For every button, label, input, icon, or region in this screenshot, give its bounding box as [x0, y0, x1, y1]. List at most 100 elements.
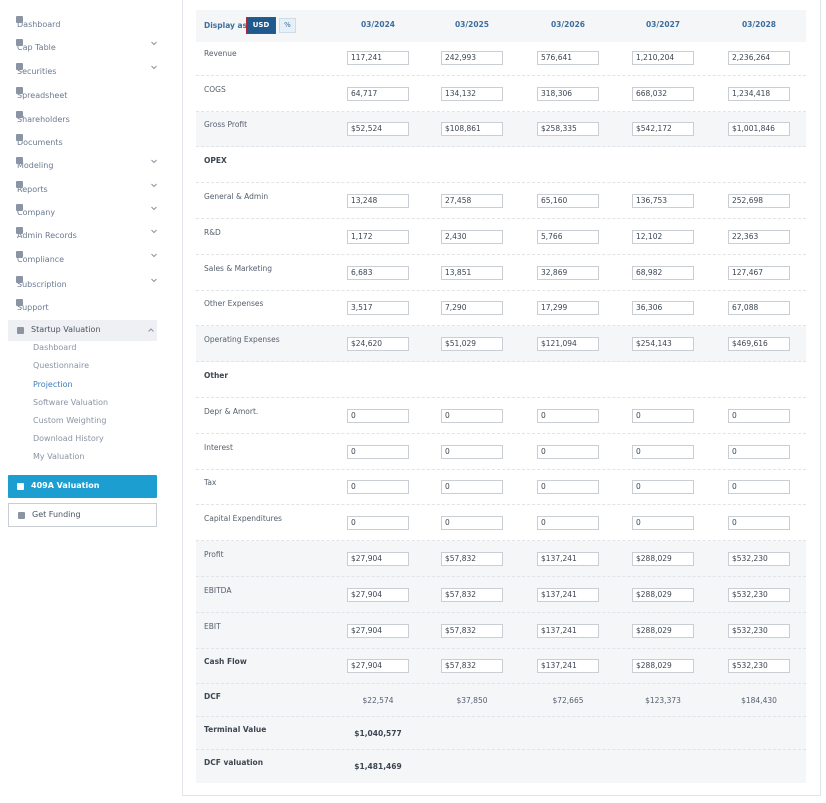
value-input[interactable]: $57,832 [441, 552, 503, 567]
value-input[interactable]: 65,160 [537, 194, 599, 209]
value-input[interactable]: $24,620 [347, 337, 409, 352]
sub-nav-item[interactable]: Software Valuation [33, 398, 109, 407]
value-input[interactable]: $532,230 [728, 623, 790, 638]
toggle-percent[interactable]: % [279, 18, 296, 33]
nav-item[interactable]: Dashboard [16, 16, 167, 29]
value-input[interactable]: 252,698 [728, 194, 790, 209]
value-input[interactable]: 0 [537, 444, 599, 459]
value-input[interactable]: $27,904 [347, 552, 409, 567]
nav-item[interactable]: Modeling [16, 157, 167, 170]
value-input[interactable]: $52,524 [347, 122, 409, 137]
value-input[interactable]: 0 [537, 516, 599, 531]
nav-item[interactable]: Compliance [16, 251, 167, 264]
nav-item[interactable]: Documents [16, 134, 167, 147]
value-input[interactable]: 1,210,204 [632, 50, 694, 65]
value-input[interactable]: 2,430 [441, 229, 503, 244]
value-input[interactable]: $121,094 [537, 337, 599, 352]
button-409a[interactable]: 409A Valuation [8, 475, 157, 498]
value-input[interactable]: 136,753 [632, 194, 694, 209]
value-input[interactable]: 0 [347, 444, 409, 459]
sub-nav-item[interactable]: Projection [33, 380, 73, 389]
nav-item[interactable]: Spreadsheet [16, 87, 167, 100]
value-input[interactable]: 1,172 [347, 229, 409, 244]
value-input[interactable]: 68,982 [632, 265, 694, 280]
value-input[interactable]: $137,241 [537, 623, 599, 638]
value-input[interactable]: $27,904 [347, 623, 409, 638]
value-input[interactable]: 2,236,264 [728, 50, 790, 65]
value-input[interactable]: $137,241 [537, 552, 599, 567]
value-input[interactable]: $51,029 [441, 337, 503, 352]
value-input[interactable]: $532,230 [728, 587, 790, 602]
toggle-usd[interactable]: USD [246, 17, 276, 34]
sub-nav-item[interactable]: Dashboard [33, 343, 77, 352]
nav-item[interactable]: Cap Table [16, 39, 167, 52]
value-input[interactable]: $57,832 [441, 587, 503, 602]
value-input[interactable]: 27,458 [441, 194, 503, 209]
value-input[interactable]: $288,029 [632, 587, 694, 602]
value-input[interactable]: $137,241 [537, 587, 599, 602]
value-input[interactable]: $27,904 [347, 587, 409, 602]
value-input[interactable]: 64,717 [347, 86, 409, 101]
value-input[interactable]: $108,861 [441, 122, 503, 137]
nav-item[interactable]: Shareholders [16, 111, 167, 124]
nav-item[interactable]: Admin Records [16, 227, 167, 240]
value-input[interactable]: 13,248 [347, 194, 409, 209]
value-input[interactable]: 7,290 [441, 301, 503, 316]
value-input[interactable]: $288,029 [632, 623, 694, 638]
value-input[interactable]: 0 [537, 408, 599, 423]
value-input[interactable]: 1,234,418 [728, 86, 790, 101]
value-input[interactable]: $258,335 [537, 122, 599, 137]
nav-item[interactable]: Company [16, 204, 167, 217]
value-input[interactable]: 0 [728, 480, 790, 495]
nav-item[interactable]: Securities [16, 63, 167, 76]
value-input[interactable]: 22,363 [728, 229, 790, 244]
value-input[interactable]: 0 [347, 480, 409, 495]
value-input[interactable]: 0 [632, 480, 694, 495]
value-input[interactable]: $27,904 [347, 659, 409, 674]
value-input[interactable]: 6,683 [347, 265, 409, 280]
value-input[interactable]: $469,616 [728, 337, 790, 352]
sub-nav-item[interactable]: Download History [33, 434, 104, 443]
value-input[interactable]: 32,869 [537, 265, 599, 280]
value-input[interactable]: $57,832 [441, 623, 503, 638]
value-input[interactable]: 576,641 [537, 50, 599, 65]
nav-item[interactable]: Reports [16, 181, 167, 194]
value-input[interactable]: $288,029 [632, 659, 694, 674]
value-input[interactable]: 242,993 [441, 50, 503, 65]
value-input[interactable]: 0 [728, 444, 790, 459]
value-input[interactable]: 0 [347, 408, 409, 423]
sub-nav-item[interactable]: Questionnaire [33, 361, 90, 370]
value-input[interactable]: 12,102 [632, 229, 694, 244]
value-input[interactable]: 668,032 [632, 86, 694, 101]
value-input[interactable]: 3,517 [347, 301, 409, 316]
value-input[interactable]: 127,467 [728, 265, 790, 280]
value-input[interactable]: 5,766 [537, 229, 599, 244]
value-input[interactable]: $1,001,846 [728, 122, 790, 137]
value-input[interactable]: 17,299 [537, 301, 599, 316]
value-input[interactable]: $137,241 [537, 659, 599, 674]
value-input[interactable]: $288,029 [632, 552, 694, 567]
value-input[interactable]: 0 [728, 516, 790, 531]
button-get-funding[interactable]: Get Funding [8, 503, 157, 527]
value-input[interactable]: 0 [728, 408, 790, 423]
section-header[interactable]: Startup Valuation [8, 320, 157, 341]
value-input[interactable]: 13,851 [441, 265, 503, 280]
value-input[interactable]: 0 [441, 444, 503, 459]
nav-item[interactable]: Support [16, 299, 167, 312]
value-input[interactable]: 0 [632, 408, 694, 423]
value-input[interactable]: 0 [632, 516, 694, 531]
value-input[interactable]: 318,306 [537, 86, 599, 101]
value-input[interactable]: 0 [441, 516, 503, 531]
value-input[interactable]: $532,230 [728, 552, 790, 567]
value-input[interactable]: 0 [537, 480, 599, 495]
value-input[interactable]: 36,306 [632, 301, 694, 316]
value-input[interactable]: $254,143 [632, 337, 694, 352]
value-input[interactable]: 0 [441, 480, 503, 495]
sub-nav-item[interactable]: My Valuation [33, 452, 85, 461]
value-input[interactable]: 0 [441, 408, 503, 423]
value-input[interactable]: 0 [347, 516, 409, 531]
value-input[interactable]: $532,230 [728, 659, 790, 674]
value-input[interactable]: 134,132 [441, 86, 503, 101]
nav-item[interactable]: Subscription [16, 276, 167, 289]
value-input[interactable]: $57,832 [441, 659, 503, 674]
